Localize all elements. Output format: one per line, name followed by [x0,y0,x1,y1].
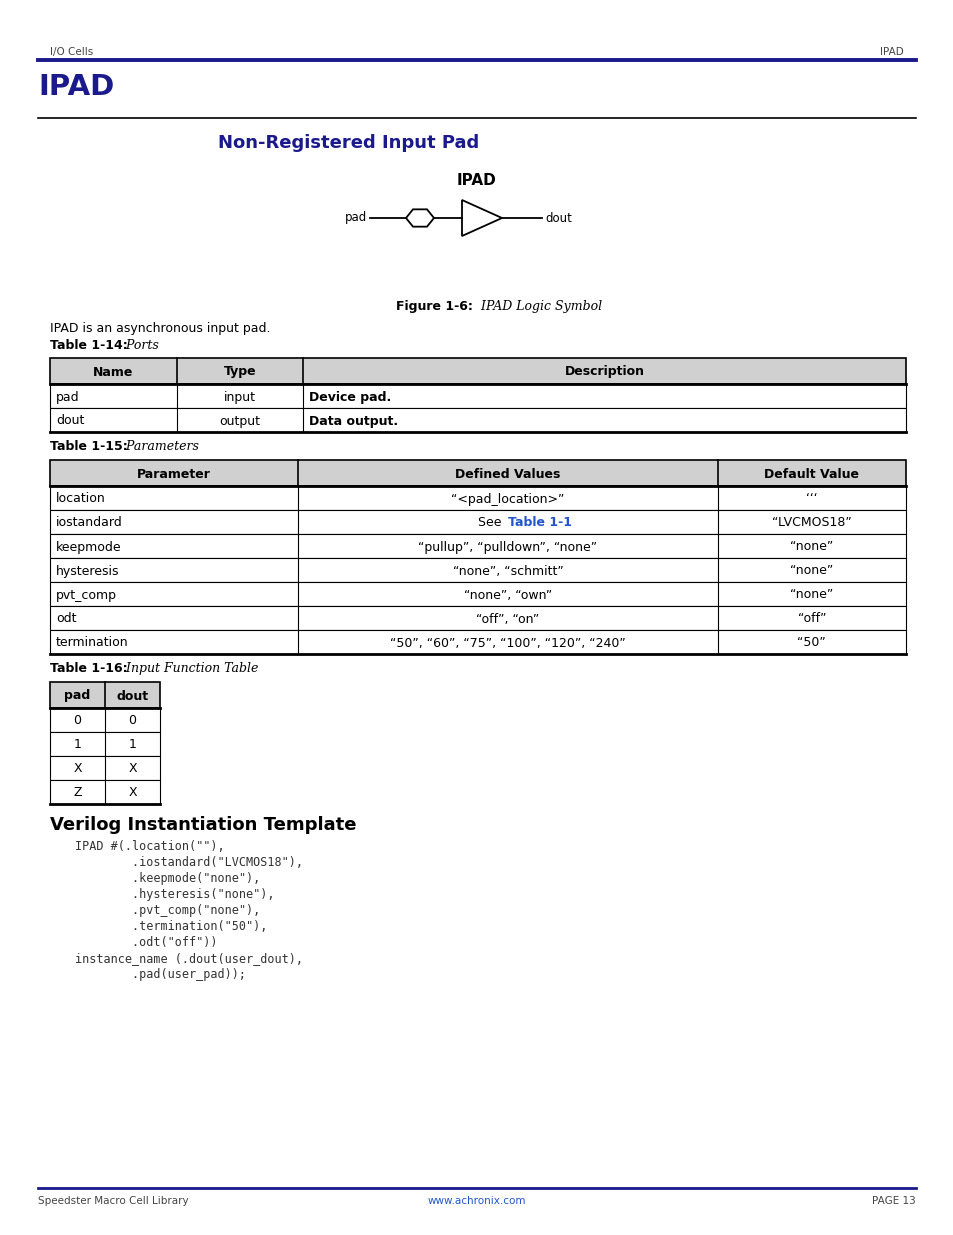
Text: Default Value: Default Value [763,468,859,480]
Text: “<pad_location>”: “<pad_location>” [451,493,564,505]
Text: hysteresis: hysteresis [56,564,119,578]
Bar [50,487,905,510]
Text: output: output [219,415,260,427]
Text: I/O Cells: I/O Cells [50,47,93,57]
Text: location: location [56,493,106,505]
Text: 1: 1 [129,739,136,752]
Text: dout: dout [544,211,571,225]
Bar [50,384,905,408]
Text: odt: odt [56,613,76,625]
Text: pvt_comp: pvt_comp [56,589,117,601]
Text: termination: termination [56,636,129,650]
Text: pad: pad [56,390,79,404]
Text: 0: 0 [129,715,136,727]
Text: Defined Values: Defined Values [455,468,560,480]
Bar [50,682,160,708]
Text: pad: pad [344,211,367,225]
Text: pad: pad [64,689,91,703]
Text: Ports: Ports [118,338,158,352]
Text: PAGE 13: PAGE 13 [871,1195,915,1207]
Text: Figure 1-6:: Figure 1-6: [395,300,476,312]
Bar [50,630,905,655]
Text: .iostandard("LVCMOS18"),: .iostandard("LVCMOS18"), [75,856,303,869]
Text: IPAD #(.location(""),: IPAD #(.location(""), [75,840,224,853]
Text: Parameter: Parameter [137,468,211,480]
Bar [50,756,160,781]
Text: iostandard: iostandard [56,516,123,530]
Text: IPAD: IPAD [38,73,114,101]
Bar [50,732,160,756]
Text: X: X [128,787,136,799]
Text: See: See [478,516,505,530]
Bar [50,408,905,432]
Text: www.achronix.com: www.achronix.com [427,1195,526,1207]
Bar [50,510,905,534]
Text: “50”: “50” [797,636,825,650]
Text: .keepmode("none"),: .keepmode("none"), [75,872,260,885]
Text: Table 1-1: Table 1-1 [507,516,572,530]
Text: “none”: “none” [789,564,833,578]
Text: Input Function Table: Input Function Table [118,662,258,676]
Text: Data output.: Data output. [309,415,398,427]
Text: “off”: “off” [797,613,825,625]
Text: Non-Registered Input Pad: Non-Registered Input Pad [218,135,478,152]
Text: X: X [73,762,82,776]
Text: IPAD: IPAD [880,47,903,57]
Text: Table 1-16:: Table 1-16: [50,662,128,676]
Bar [50,358,905,384]
Text: IPAD is an asynchronous input pad.: IPAD is an asynchronous input pad. [50,322,271,335]
Bar [50,582,905,606]
Text: “none”, “own”: “none”, “own” [463,589,552,601]
Text: “off”, “on”: “off”, “on” [476,613,539,625]
Text: “none”: “none” [789,589,833,601]
Text: instance_name (.dout(user_dout),: instance_name (.dout(user_dout), [75,952,303,965]
Text: Type: Type [224,366,256,378]
Text: .termination("50"),: .termination("50"), [75,920,267,932]
Text: keepmode: keepmode [56,541,121,553]
Bar [50,606,905,630]
Text: IPAD Logic Symbol: IPAD Logic Symbol [476,300,601,312]
Text: ‘‘‘: ‘‘‘ [805,493,817,505]
Text: Speedster Macro Cell Library: Speedster Macro Cell Library [38,1195,189,1207]
Text: “50”, “60”, “75”, “100”, “120”, “240”: “50”, “60”, “75”, “100”, “120”, “240” [390,636,625,650]
Text: .hysteresis("none"),: .hysteresis("none"), [75,888,274,902]
Text: “none”, “schmitt”: “none”, “schmitt” [452,564,562,578]
Text: Verilog Instantiation Template: Verilog Instantiation Template [50,816,356,834]
Text: dout: dout [116,689,149,703]
Text: “pullup”, “pulldown”, “none”: “pullup”, “pulldown”, “none” [418,541,597,553]
Text: 1: 1 [73,739,81,752]
Text: Device pad.: Device pad. [309,390,392,404]
Bar [50,534,905,558]
Bar [50,459,905,487]
Bar [50,708,160,732]
Text: .pvt_comp("none"),: .pvt_comp("none"), [75,904,260,918]
Text: “none”: “none” [789,541,833,553]
Bar [50,558,905,582]
Text: Parameters: Parameters [118,440,198,453]
Text: Table 1-14:: Table 1-14: [50,338,128,352]
Text: IPAD: IPAD [456,173,497,188]
Text: “LVCMOS18”: “LVCMOS18” [771,516,851,530]
Text: Z: Z [73,787,82,799]
Text: input: input [224,390,255,404]
Text: .pad(user_pad));: .pad(user_pad)); [75,968,246,981]
Text: X: X [128,762,136,776]
Text: Name: Name [93,366,133,378]
Bar [50,781,160,804]
Text: Description: Description [564,366,644,378]
Text: 0: 0 [73,715,81,727]
Text: dout: dout [56,415,84,427]
Text: .odt("off")): .odt("off")) [75,936,217,948]
Text: Table 1-15:: Table 1-15: [50,440,128,453]
